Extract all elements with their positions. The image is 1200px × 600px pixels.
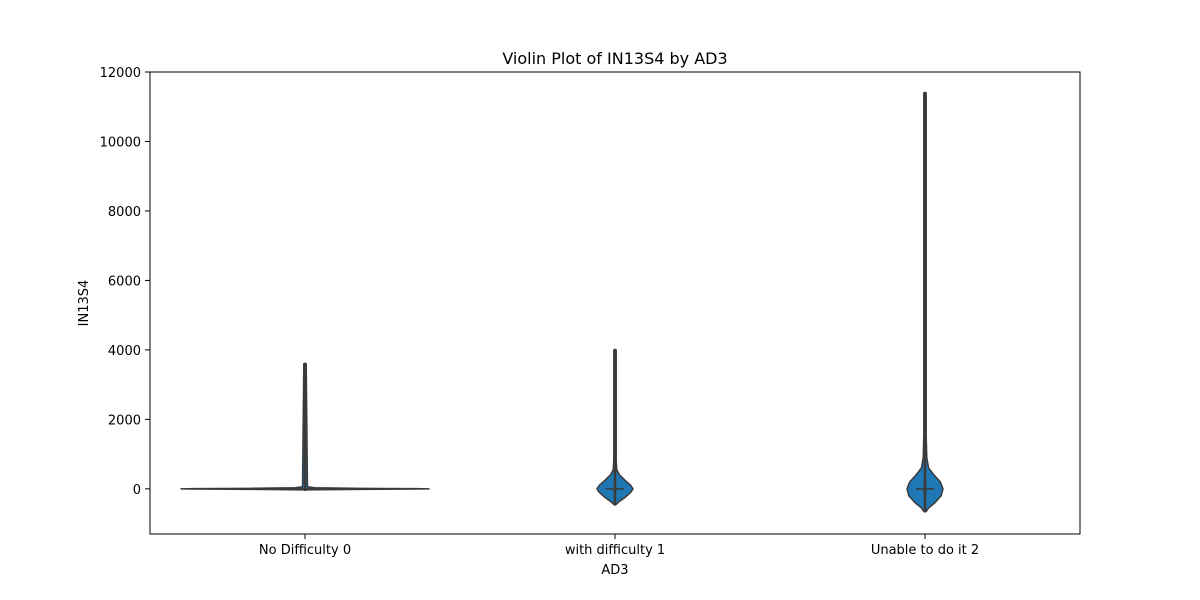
- y-tick-label: 4000: [108, 344, 141, 359]
- y-tick-label: 12000: [100, 66, 141, 81]
- x-axis-label: AD3: [601, 563, 628, 578]
- x-axis-ticks: No Difficulty 0 with difficulty 1 Unable t…: [259, 534, 979, 558]
- x-tick-label: Unable to do it 2: [871, 543, 979, 558]
- y-tick-label: 2000: [108, 413, 141, 428]
- y-axis-ticks: 0 2000 4000 6000 8000 10000 12000: [100, 66, 150, 498]
- plot-area-frame: [149, 71, 1081, 535]
- chart-title: Violin Plot of IN13S4 by AD3: [502, 49, 727, 68]
- violins: [180, 91, 944, 513]
- y-tick-label: 8000: [108, 205, 141, 220]
- y-tick-label: 10000: [100, 135, 141, 150]
- x-tick-label: with difficulty 1: [565, 543, 665, 558]
- x-tick-label: No Difficulty 0: [259, 543, 351, 558]
- y-tick-label: 0: [133, 483, 141, 498]
- y-tick-label: 6000: [108, 274, 141, 289]
- y-axis-label: IN13S4: [77, 280, 92, 327]
